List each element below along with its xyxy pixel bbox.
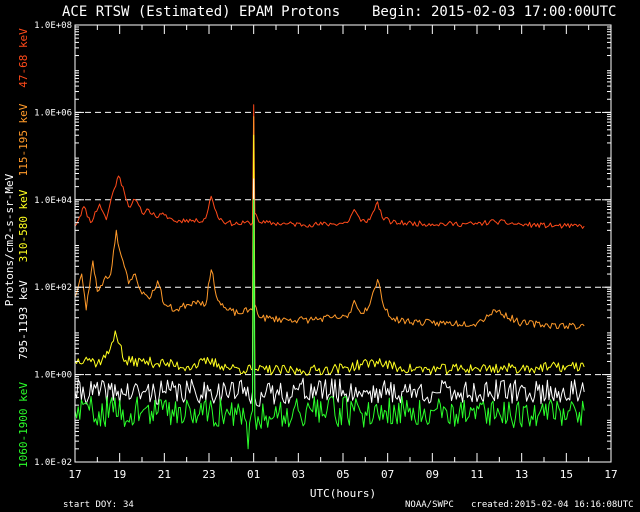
y-tick-label: 1.0E+02 <box>34 283 72 293</box>
created-time: created:2015-02-04 16:16:08UTC <box>471 500 634 510</box>
x-tick-label: 17 <box>68 468 81 481</box>
x-tick-label: 17 <box>604 468 617 481</box>
y-axis-label: Protons/cm2-s-sr-MeV <box>3 173 16 306</box>
y-axis: 1.0E-02 1.0E+00 1.0E+02 1.0E+04 1.0E+06 1.0E+… <box>34 21 611 468</box>
series-line-1 <box>74 116 585 330</box>
x-axis-label: UTC(hours) <box>310 487 376 500</box>
series-label-47-68: 47-68 keV <box>17 28 30 88</box>
series-label-795-1193: 795-1193 keV <box>17 280 30 360</box>
series-line-3 <box>74 178 585 407</box>
x-tick-label: 01 <box>247 468 260 481</box>
x-tick-label: 09 <box>426 468 439 481</box>
y-tick-label: 1.0E+08 <box>34 21 72 31</box>
x-tick-label: 05 <box>336 468 349 481</box>
x-tick-label: 07 <box>381 468 394 481</box>
x-tick-label: 13 <box>515 468 528 481</box>
start-doy-value: 34 <box>123 500 134 510</box>
y-tick-label: 1.0E+06 <box>34 108 72 118</box>
y-tick-label: 1.0E-02 <box>34 458 72 468</box>
begin-time: Begin: 2015-02-03 17:00:00UTC <box>372 4 616 20</box>
x-tick-label: 23 <box>202 468 215 481</box>
x-tick-label: 11 <box>470 468 483 481</box>
series-line-0 <box>74 104 585 229</box>
start-doy-label: start DOY: <box>63 500 117 510</box>
series-label-1060-1900: 1060-1900 keV <box>17 382 30 468</box>
x-tick-label: 21 <box>158 468 171 481</box>
credit-text: NOAA/SWPC <box>405 500 454 510</box>
x-axis: 17 19 21 23 01 03 05 07 09 11 13 15 17 <box>68 25 618 481</box>
x-tick-label: 03 <box>292 468 305 481</box>
y-tick-label: 1.0E+00 <box>34 371 72 381</box>
x-tick-label: 15 <box>560 468 573 481</box>
series-lines <box>74 104 585 450</box>
series-line-2 <box>74 134 585 376</box>
y-tick-label: 1.0E+04 <box>34 196 72 206</box>
series-line-4 <box>74 199 585 450</box>
series-label-310-580: 310-580 keV <box>17 189 30 262</box>
x-tick-label: 19 <box>113 468 126 481</box>
chart-title: ACE RTSW (Estimated) EPAM Protons <box>62 4 340 20</box>
series-label-115-195: 115-195 keV <box>17 103 30 176</box>
